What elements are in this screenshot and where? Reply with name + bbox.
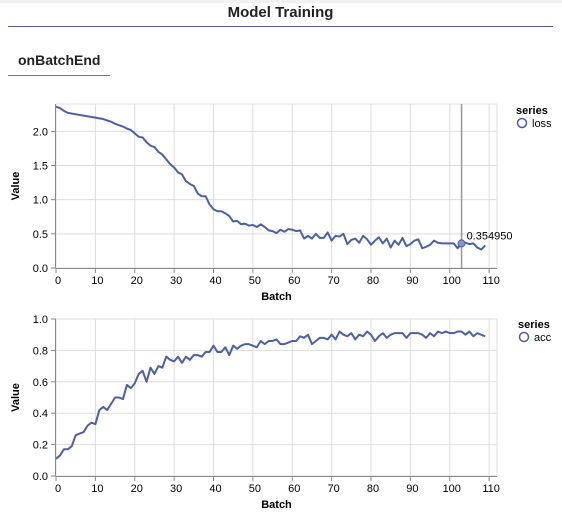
y-tick-label: 0.2 [33,440,48,452]
series-line-loss [55,105,486,251]
x-tick-label: 0 [55,275,61,287]
hover-point [457,239,466,248]
y-tick-label: 1.5 [33,161,48,173]
x-tick-label: 60 [288,275,300,287]
x-axis-title: Batch [261,291,292,303]
y-axis-title: Value [10,383,22,412]
x-tick-label: 10 [91,275,103,287]
x-tick-label: 60 [288,483,300,495]
legend-title: series [516,105,548,117]
x-tick-label: 110 [482,275,500,287]
x-tick-label: 80 [367,275,379,287]
y-tick-label: 0.0 [33,471,48,483]
tab-onbatchend[interactable]: onBatchEnd [8,46,110,76]
hover-value-label: 0.354950 [467,230,513,242]
x-tick-label: 90 [406,483,418,495]
y-tick-label: 1.0 [33,195,48,207]
x-tick-label: 30 [170,483,182,495]
y-axis-title: Value [10,172,22,201]
grid [55,318,498,477]
x-tick-label: 100 [443,275,461,287]
x-tick-label: 100 [443,483,461,495]
page-title: Model Training [227,4,334,21]
y-tick-label: 1.0 [33,314,48,326]
visor-header: Model Training [8,0,553,27]
x-tick-label: 20 [131,483,143,495]
x-tick-label: 10 [91,483,103,495]
x-tick-label: 80 [367,483,379,495]
y-tick-label: 0.5 [33,229,48,241]
x-tick-label: 50 [249,275,261,287]
x-tick-label: 0 [55,483,61,495]
x-tick-label: 50 [249,483,261,495]
y-tick-label: 0.8 [33,345,48,357]
y-tick-label: 2.0 [33,126,48,138]
x-tick-label: 40 [209,275,221,287]
legend-symbol [518,331,530,343]
chart-2: 0 10 20 30 40 50 60 70 80 90 100 110 0.0 0.2 0.4 0.6 0.8… [10,314,552,511]
x-tick-label: 70 [328,483,340,495]
x-tick-label: 40 [209,483,221,495]
legend-label-loss: loss [532,118,552,130]
x-axis-title: Batch [261,499,292,511]
top-shadow [0,0,562,3]
legend-title: series [518,319,550,331]
y-tick-label: 0.4 [33,408,48,420]
x-tick-label: 110 [482,483,500,495]
series-line-acc [55,330,486,460]
y-tick-label: 0.6 [33,377,48,389]
legend-label-acc: acc [534,332,552,344]
x-tick-label: 30 [170,275,182,287]
y-tick-label: 0.0 [33,263,48,275]
legend-symbol [516,117,528,129]
tab-label: onBatchEnd [18,52,101,68]
x-tick-label: 70 [328,275,340,287]
x-tick-label: 90 [406,275,418,287]
chart-1: 0 10 20 30 40 50 60 70 80 90 100 110 0.0 0.5 1.0 1.5 2.0… [10,103,552,303]
x-tick-label: 20 [131,275,143,287]
